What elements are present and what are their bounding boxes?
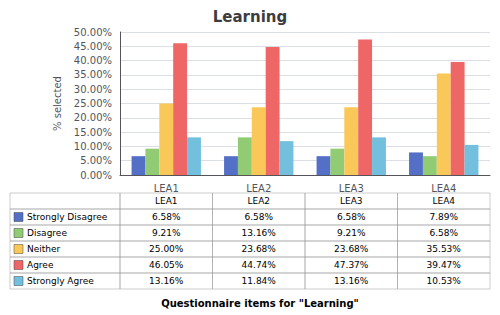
svg-text:10.00%: 10.00%: [74, 141, 112, 152]
svg-text:Strongly Disagree: Strongly Disagree: [27, 212, 108, 222]
svg-text:Disagree: Disagree: [27, 228, 67, 238]
svg-text:15.00%: 15.00%: [74, 127, 112, 138]
svg-text:6.58%: 6.58%: [244, 212, 273, 222]
svg-text:40.00%: 40.00%: [74, 55, 112, 66]
svg-text:45.00%: 45.00%: [74, 41, 112, 52]
svg-text:LEA4: LEA4: [432, 196, 455, 206]
svg-text:23.68%: 23.68%: [242, 244, 277, 254]
svg-text:35.53%: 35.53%: [427, 244, 462, 254]
svg-text:50.00%: 50.00%: [74, 27, 112, 38]
svg-text:9.21%: 9.21%: [152, 228, 181, 238]
svg-text:20.00%: 20.00%: [74, 112, 112, 123]
svg-text:LEA2: LEA2: [246, 183, 271, 194]
svg-text:LEA1: LEA1: [154, 183, 179, 194]
svg-text:11.84%: 11.84%: [242, 276, 277, 286]
svg-text:Agree: Agree: [27, 260, 54, 270]
svg-text:39.47%: 39.47%: [427, 260, 462, 270]
svg-text:LEA2: LEA2: [247, 196, 270, 206]
svg-text:LEA1: LEA1: [155, 196, 178, 206]
svg-text:30.00%: 30.00%: [74, 84, 112, 95]
svg-text:LEA3: LEA3: [339, 183, 364, 194]
svg-text:0.00%: 0.00%: [80, 170, 112, 181]
svg-text:5.00%: 5.00%: [80, 155, 112, 166]
svg-text:25.00%: 25.00%: [74, 98, 112, 109]
svg-text:Neither: Neither: [27, 244, 61, 254]
svg-text:6.58%: 6.58%: [337, 212, 366, 222]
svg-text:35.00%: 35.00%: [74, 69, 112, 80]
svg-text:13.16%: 13.16%: [334, 276, 369, 286]
svg-text:Learning: Learning: [213, 8, 288, 26]
svg-text:10.53%: 10.53%: [427, 276, 462, 286]
svg-text:25.00%: 25.00%: [149, 244, 184, 254]
svg-text:13.16%: 13.16%: [149, 276, 184, 286]
svg-text:9.21%: 9.21%: [337, 228, 366, 238]
svg-text:6.58%: 6.58%: [152, 212, 181, 222]
svg-text:47.37%: 47.37%: [334, 260, 369, 270]
svg-text:44.74%: 44.74%: [242, 260, 277, 270]
svg-text:13.16%: 13.16%: [242, 228, 277, 238]
svg-text:LEA3: LEA3: [340, 196, 363, 206]
svg-text:Strongly Agree: Strongly Agree: [27, 276, 94, 286]
svg-text:7.89%: 7.89%: [429, 212, 458, 222]
svg-text:23.68%: 23.68%: [334, 244, 369, 254]
svg-text:6.58%: 6.58%: [429, 228, 458, 238]
svg-text:LEA4: LEA4: [431, 183, 456, 194]
svg-text:Questionnaire items for "Learn: Questionnaire items for "Learning": [161, 298, 359, 309]
svg-text:% selected: % selected: [52, 76, 63, 131]
svg-text:46.05%: 46.05%: [149, 260, 184, 270]
